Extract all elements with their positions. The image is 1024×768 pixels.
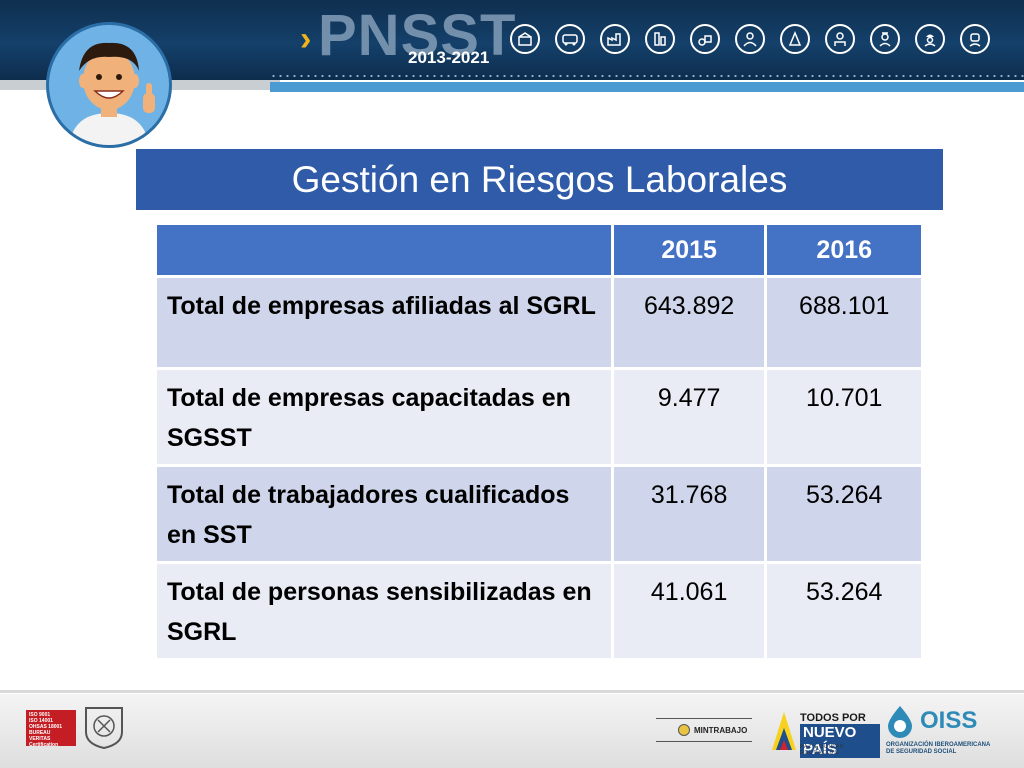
- mascot-avatar: [46, 22, 172, 148]
- value-2016: 688.101: [767, 275, 921, 367]
- slide-title-bar: Gestión en Riesgos Laborales: [136, 149, 943, 210]
- nurse-icon: [870, 24, 900, 54]
- mintrabajo-logo: MINTRABAJO: [656, 718, 752, 742]
- worker-icon: [735, 24, 765, 54]
- table-row: Total de empresas afiliadas al SGRL 643.…: [157, 275, 921, 367]
- value-2015: 9.477: [613, 367, 768, 464]
- welder-icon: [960, 24, 990, 54]
- row-label: Total de trabajadores cualificados en SS…: [157, 464, 614, 561]
- bureau-veritas-seal-icon: [80, 704, 128, 750]
- brand-title: PNSST: [318, 3, 517, 68]
- value-2016: 53.264: [767, 464, 921, 561]
- colombia-shield-icon: [678, 724, 690, 736]
- value-2016: 53.264: [767, 561, 921, 658]
- oiss-logo: OISS ORGANIZACIÓN IBEROAMERICANA DE SEGU…: [884, 704, 994, 760]
- value-2015: 41.061: [613, 561, 768, 658]
- row-label: Total de personas sensibilizadas en SGRL: [157, 561, 614, 658]
- table-header-row: 2015 2016: [157, 225, 921, 275]
- header-dotted-line: [270, 75, 1024, 77]
- slide-title: Gestión en Riesgos Laborales: [291, 158, 788, 200]
- construction-icon: [510, 24, 540, 54]
- value-2015: 31.768: [613, 464, 768, 561]
- value-2016: 10.701: [767, 367, 921, 464]
- data-table: 2015 2016 Total de empresas afiliadas al…: [157, 225, 921, 658]
- brand-years: 2013-2021: [408, 48, 490, 67]
- footer-divider: [0, 690, 1024, 693]
- doctor-icon: [825, 24, 855, 54]
- factory-icon: [600, 24, 630, 54]
- colombia-flag-icon: [772, 712, 796, 750]
- table-row: Total de personas sensibilizadas en SGRL…: [157, 561, 921, 658]
- table-header-blank: [157, 225, 614, 275]
- transport-icon: [555, 24, 585, 54]
- header-accent-blue: [270, 82, 1024, 92]
- row-label: Total de empresas afiliadas al SGRL: [157, 275, 614, 367]
- sector-icons-row: [510, 24, 990, 58]
- industry-icon: [645, 24, 675, 54]
- table-row: Total de trabajadores cualificados en SS…: [157, 464, 921, 561]
- iso-certification-badge: ISO 9001 ISO 14001 OHSAS 18001 BUREAU VE…: [26, 710, 76, 748]
- table-row: Total de empresas capacitadas en SGSST 9…: [157, 367, 921, 464]
- table-header-2016: 2016: [767, 225, 921, 275]
- row-label: Total de empresas capacitadas en SGSST: [157, 367, 614, 464]
- mining-icon: [780, 24, 810, 54]
- table-header-2015: 2015: [613, 225, 768, 275]
- todos-por-un-nuevo-pais-logo: TODOS POR UN NUEVO PAÍS PAZ EQUIDAD EDUC…: [770, 706, 880, 758]
- oiss-drop-icon: [888, 706, 912, 738]
- engineer-icon: [915, 24, 945, 54]
- chevron-right-icon: ›: [300, 20, 312, 58]
- agriculture-icon: [690, 24, 720, 54]
- value-2015: 643.892: [613, 275, 768, 367]
